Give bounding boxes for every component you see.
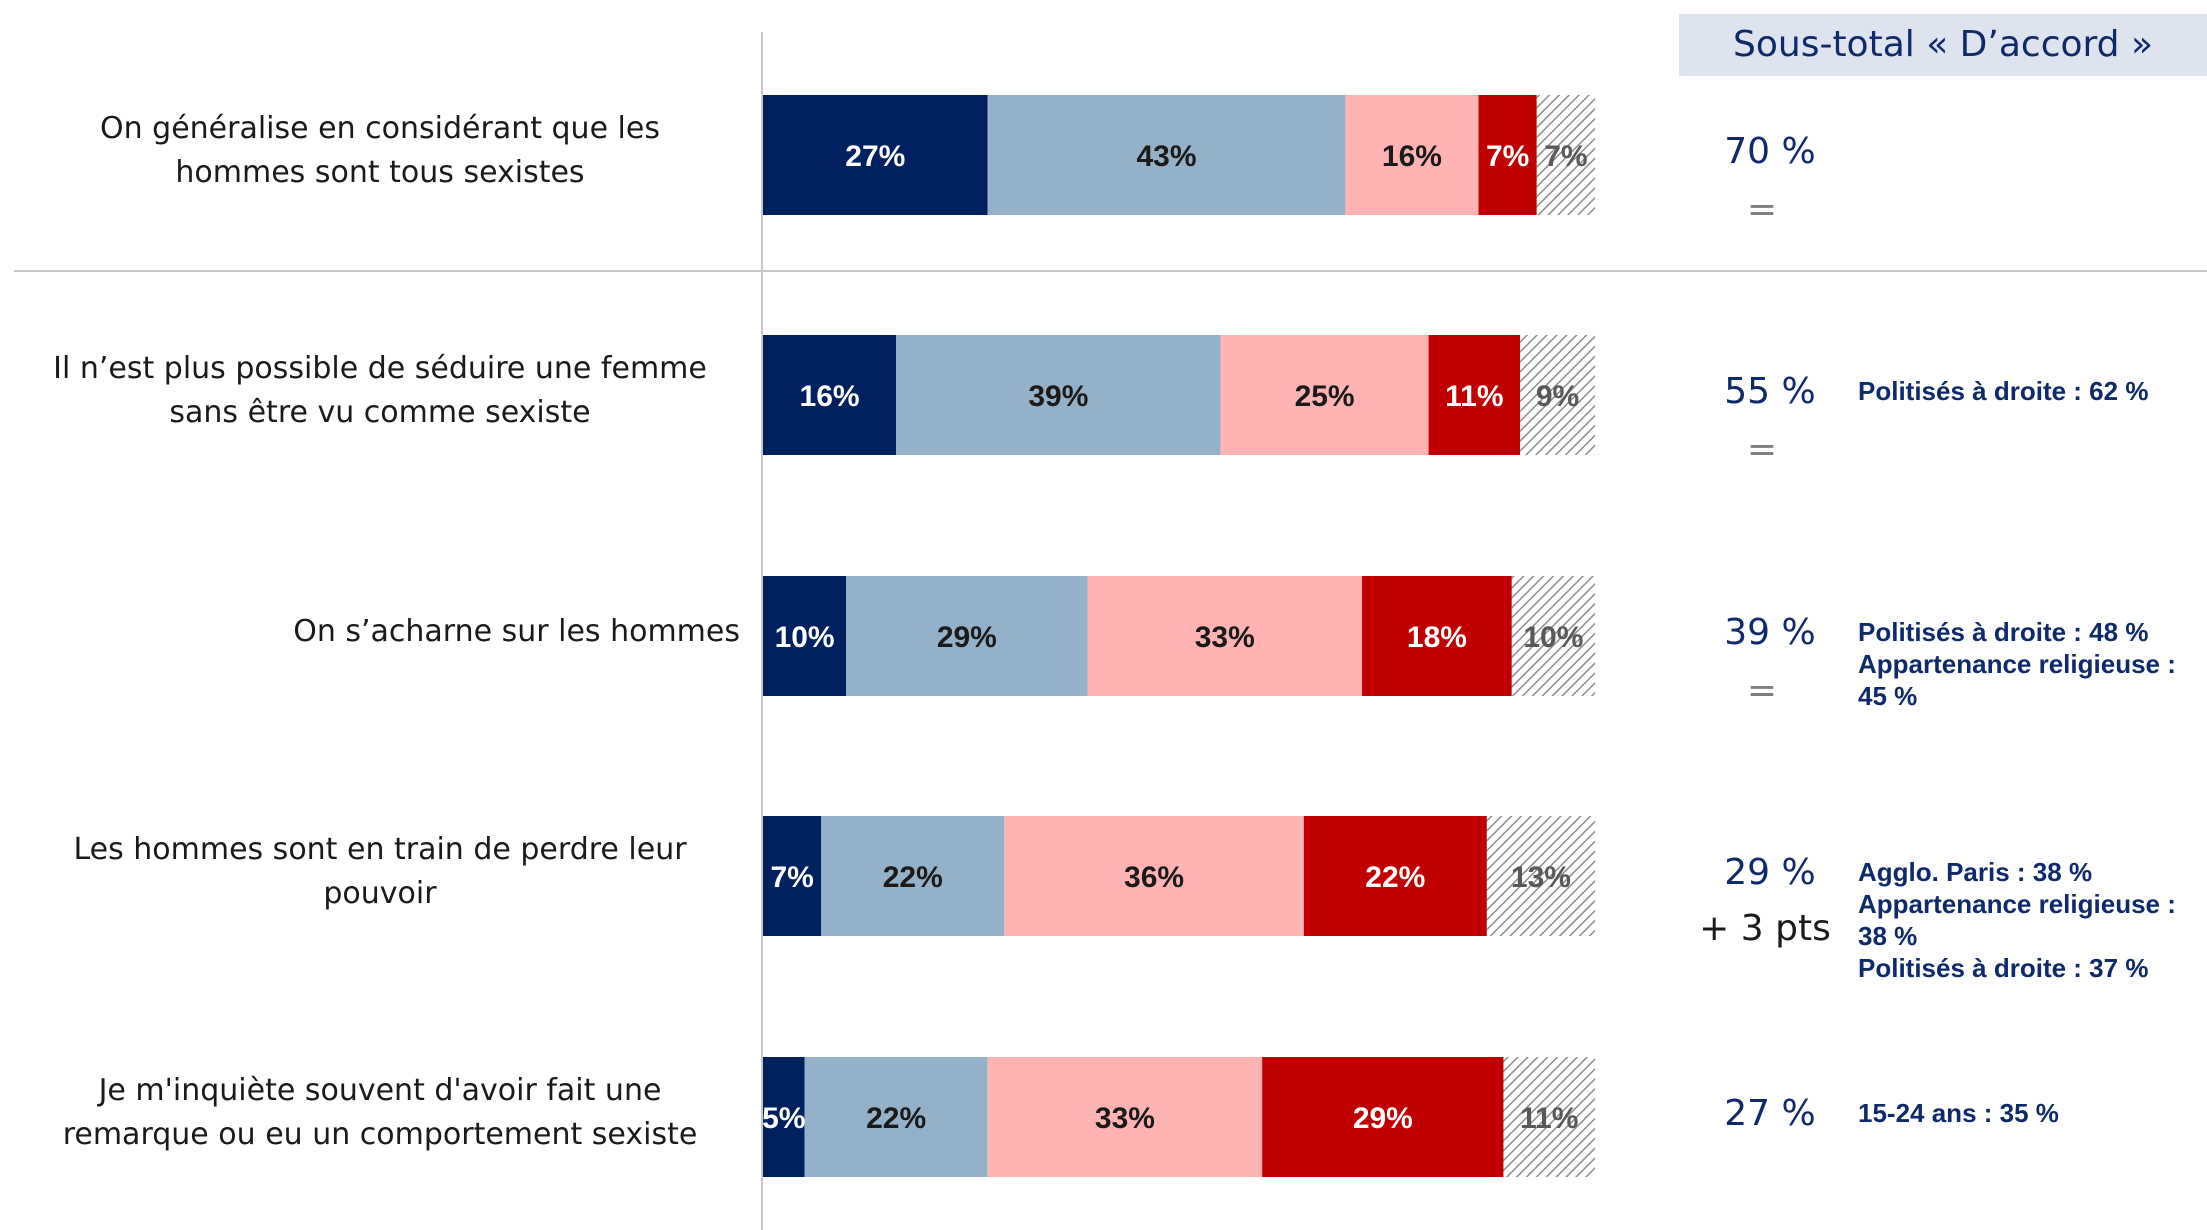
data-label: 29% <box>1353 1102 1413 1135</box>
subtotal-value: 55 % <box>1724 371 1816 412</box>
data-label: 22% <box>866 1102 926 1135</box>
data-label: 39% <box>1028 380 1088 413</box>
bar-segment <box>1262 1057 1504 1177</box>
data-label: 27% <box>845 140 905 173</box>
evolution-indicator: = <box>1746 670 1778 711</box>
subgroup-note: Appartenance religieuse : 38 % <box>1858 889 2176 951</box>
data-label: 18% <box>1407 621 1467 654</box>
subgroup-note: Appartenance religieuse : 45 % <box>1858 649 2176 711</box>
data-label: 43% <box>1136 140 1196 173</box>
data-label: 11% <box>1445 380 1503 413</box>
subgroup-note: Agglo. Paris : 38 % <box>1858 857 2093 887</box>
bar-segment <box>763 95 988 215</box>
bar-segment <box>1520 335 1595 455</box>
bar-segment <box>846 576 1088 696</box>
data-label: 7% <box>1486 140 1529 173</box>
bar-segment <box>821 816 1005 936</box>
data-label: 10% <box>1523 621 1583 654</box>
bar-segment <box>763 576 847 696</box>
subgroup-notes: 15-24 ans : 35 % <box>1858 1097 2207 1129</box>
bar-segment <box>987 95 1346 215</box>
category-label: Les hommes sont en train de perdre leur … <box>73 832 687 911</box>
bar-segment <box>763 335 897 455</box>
bar-segment <box>1511 576 1595 696</box>
bar-segment <box>1503 1057 1595 1177</box>
subgroup-notes: Politisés à droite : 62 % <box>1858 375 2207 407</box>
category-label: Il n’est plus possible de séduire une fe… <box>53 351 707 430</box>
data-label: 33% <box>1195 621 1255 654</box>
data-label: 33% <box>1095 1102 1155 1135</box>
data-label: 16% <box>800 380 860 413</box>
bar-segment <box>1486 816 1595 936</box>
data-label: 25% <box>1295 380 1355 413</box>
subgroup-notes: Politisés à droite : 48 % Appartenance re… <box>1858 616 2207 712</box>
subtotal-value: 39 % <box>1724 612 1816 653</box>
bar-segment <box>1428 335 1521 455</box>
subtotal-value: 70 % <box>1724 131 1816 172</box>
bar-segment <box>763 816 822 936</box>
evolution-indicator: = <box>1746 189 1778 230</box>
bar-segment <box>1004 816 1304 936</box>
subgroup-note: Politisés à droite : 62 % <box>1858 376 2149 406</box>
data-label: 5% <box>762 1102 805 1135</box>
data-label: 7% <box>770 861 813 894</box>
bar-segment <box>896 335 1221 455</box>
data-label: 7% <box>1544 140 1587 173</box>
category-label: On s’acharne sur les hommes <box>293 614 740 649</box>
bar-segment <box>1536 95 1595 215</box>
bar-segment <box>1345 95 1479 215</box>
subgroup-note: Politisés à droite : 37 % <box>1858 953 2149 983</box>
bar-segment <box>804 1057 988 1177</box>
bar-segment <box>1220 335 1429 455</box>
bar-segment <box>1478 95 1537 215</box>
subgroup-note: 15-24 ans : 35 % <box>1858 1098 2059 1128</box>
bar-segment <box>763 1057 805 1177</box>
data-label: 22% <box>1365 861 1425 894</box>
bar-segment <box>1303 816 1487 936</box>
data-label: 29% <box>937 621 997 654</box>
data-label: 13% <box>1511 861 1571 894</box>
data-label: 10% <box>775 621 835 654</box>
evolution-indicator: = <box>1746 429 1778 470</box>
evolution-indicator: + 3 pts <box>1699 908 1831 949</box>
bar-segment <box>1362 576 1512 696</box>
data-label: 9% <box>1536 380 1579 413</box>
subtotal-header: Sous-total « D’accord » <box>1679 14 2207 76</box>
bar-segment <box>1087 576 1363 696</box>
data-label: 36% <box>1124 861 1184 894</box>
category-label: On généralise en considérant que les hom… <box>100 111 660 190</box>
category-label: Je m'inquiète souvent d'avoir fait une r… <box>62 1073 698 1152</box>
subtotal-value: 29 % <box>1724 852 1816 893</box>
subgroup-note: Politisés à droite : 48 % <box>1858 617 2149 647</box>
bar-segment <box>987 1057 1263 1177</box>
data-label: 22% <box>883 861 943 894</box>
subtotal-value: 27 % <box>1724 1093 1816 1134</box>
data-label: 11% <box>1520 1102 1578 1135</box>
subgroup-notes: Agglo. Paris : 38 % Appartenance religieu… <box>1858 856 2207 984</box>
data-label: 16% <box>1382 140 1442 173</box>
